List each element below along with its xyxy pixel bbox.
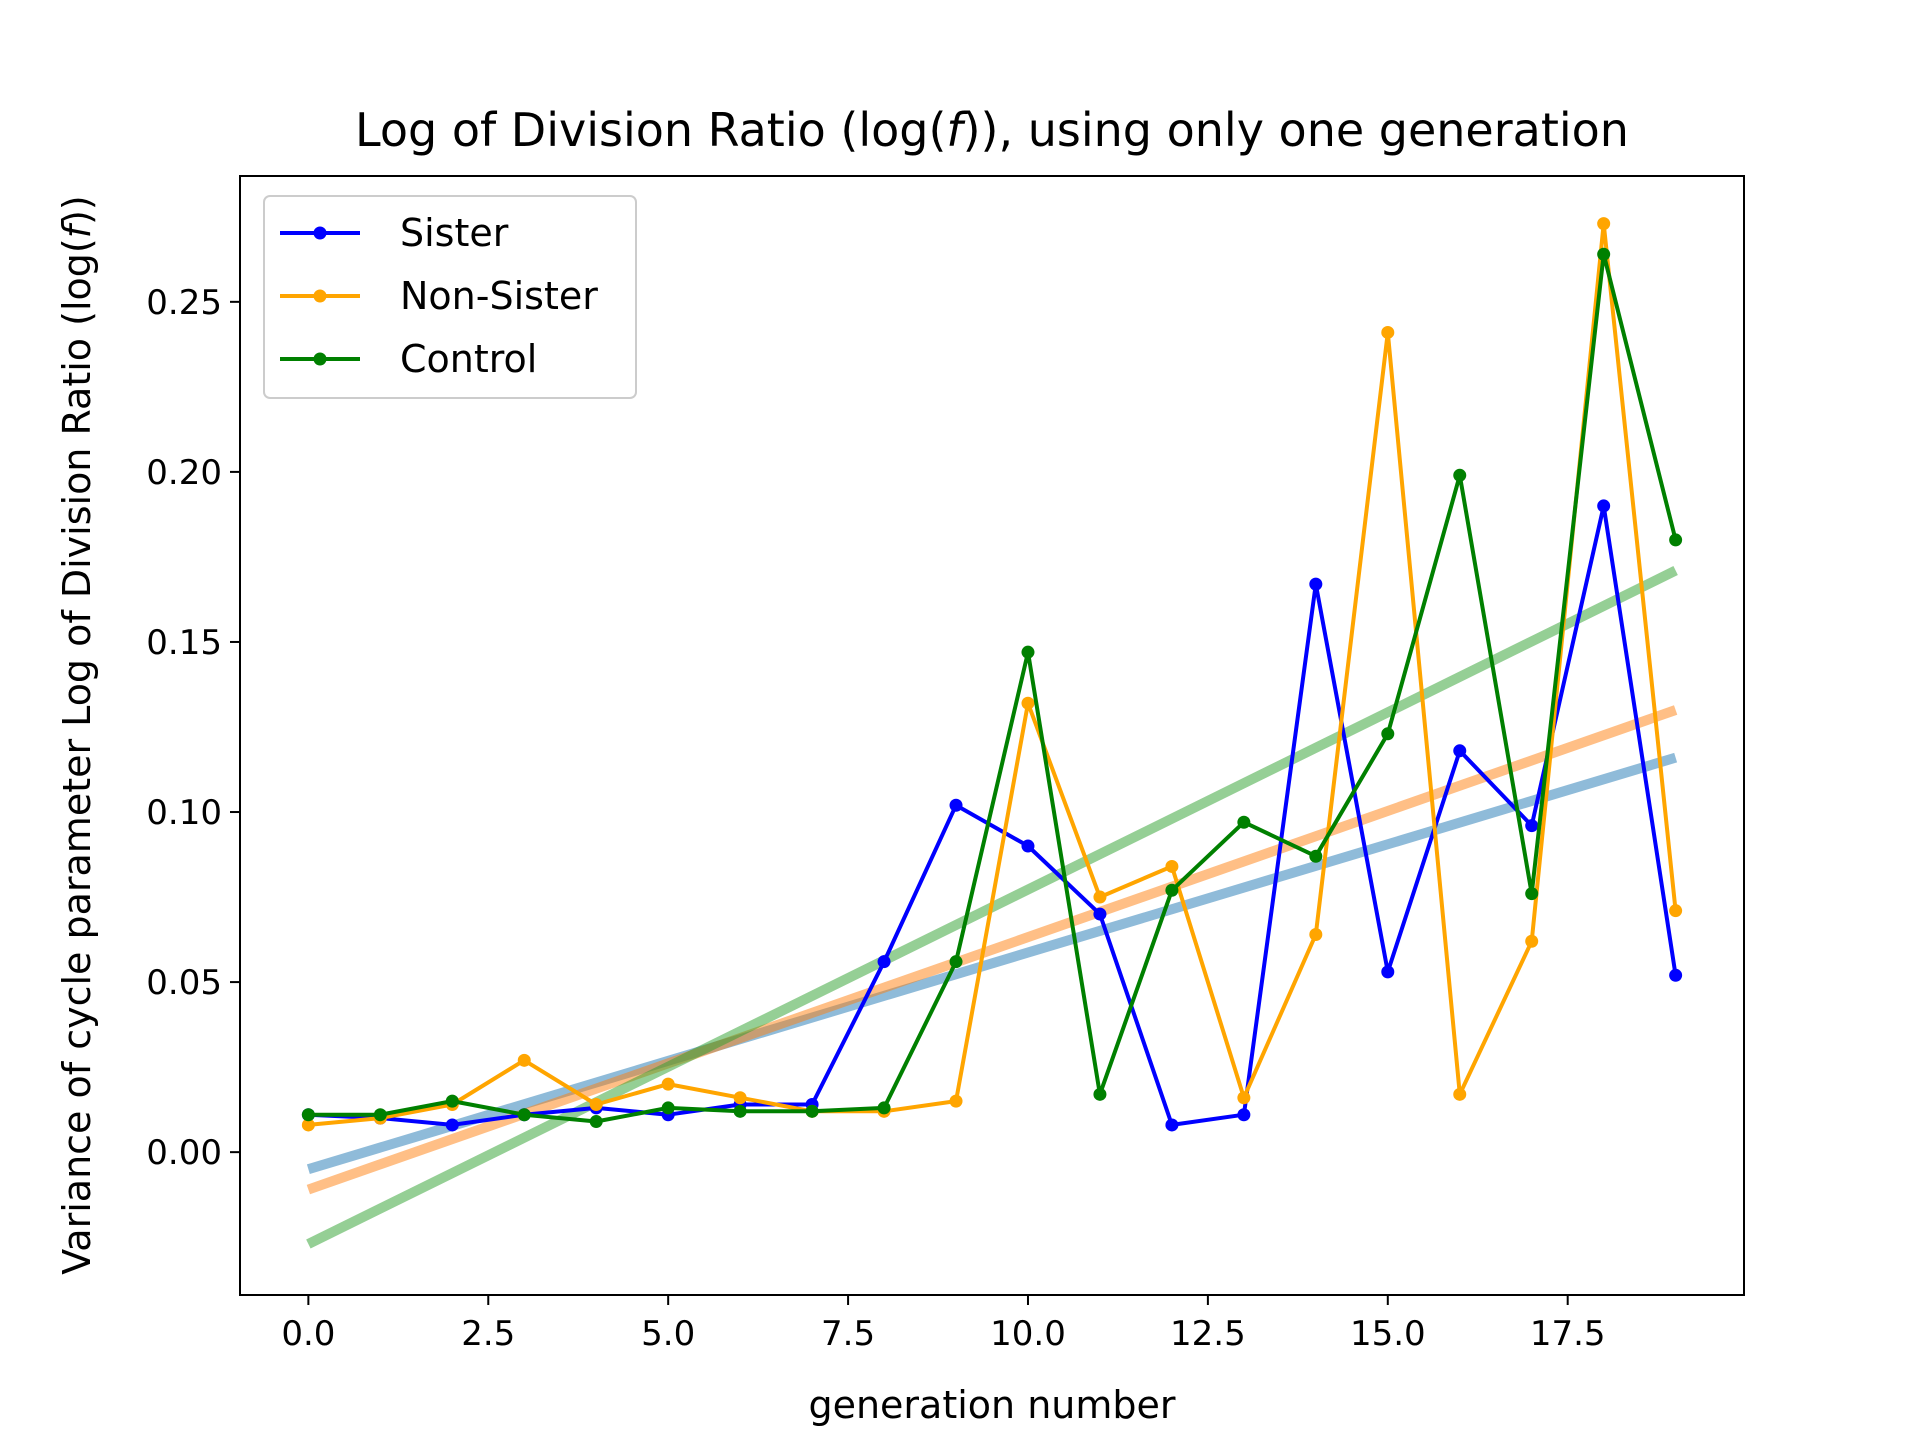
- data-point-non-sister: [1453, 1087, 1467, 1101]
- data-point-non-sister: [1093, 890, 1107, 904]
- x-tick-label: 12.5: [1170, 1314, 1246, 1354]
- data-point-control: [517, 1108, 531, 1122]
- data-point-non-sister: [301, 1118, 315, 1132]
- data-point-control: [1597, 247, 1611, 261]
- axis-ticks: 0.0 2.5 5.0 7.5 10.0 12.5 15.0 17.5 0.00 0.05 0.10…: [146, 283, 1605, 1354]
- data-point-control: [949, 955, 963, 969]
- legend-swatch-marker: [313, 226, 327, 240]
- data-point-sister: [1669, 968, 1683, 982]
- data-point-non-sister: [661, 1077, 675, 1091]
- y-tick-label: 0.10: [146, 793, 222, 833]
- data-point-sister: [1165, 1118, 1179, 1132]
- data-point-sister: [1021, 839, 1035, 853]
- data-point-control: [733, 1104, 747, 1118]
- data-point-sister: [1381, 965, 1395, 979]
- data-point-control: [1021, 645, 1035, 659]
- y-tick-label: 0.20: [146, 453, 222, 493]
- data-point-non-sister: [1165, 859, 1179, 873]
- series-line-control: [308, 252, 1678, 1124]
- data-point-control: [877, 1101, 891, 1115]
- data-point-non-sister: [1525, 934, 1539, 948]
- x-tick-label: 15.0: [1350, 1314, 1426, 1354]
- data-point-sister: [1309, 577, 1323, 591]
- data-point-control: [805, 1104, 819, 1118]
- data-point-control: [1093, 1087, 1107, 1101]
- data-point-control: [301, 1108, 315, 1122]
- series-line-sister: [308, 503, 1678, 1127]
- data-series: [301, 217, 1683, 1132]
- data-point-non-sister: [1381, 325, 1395, 339]
- data-point-control: [1525, 887, 1539, 901]
- data-point-non-sister: [517, 1053, 531, 1067]
- x-axis-label: generation number: [808, 1383, 1175, 1427]
- x-tick-label: 17.5: [1530, 1314, 1606, 1354]
- data-point-control: [1165, 883, 1179, 897]
- y-axis-label: Variance of cycle parameter Log of Divis…: [55, 195, 99, 1274]
- data-point-sister: [877, 955, 891, 969]
- legend: Sister Non-Sister Control: [263, 195, 637, 399]
- series-line-non-sister: [308, 221, 1678, 1127]
- data-point-sister: [949, 798, 963, 812]
- plot-frame: [239, 175, 1745, 1296]
- y-tick-label: 0.15: [146, 623, 222, 663]
- legend-label: Control: [400, 337, 537, 381]
- data-point-control: [1237, 815, 1251, 829]
- y-tick-label: 0.25: [146, 283, 222, 323]
- legend-swatch-marker: [313, 289, 327, 303]
- data-point-control: [1309, 849, 1323, 863]
- legend-label: Non-Sister: [400, 274, 598, 318]
- data-point-non-sister: [1597, 217, 1611, 231]
- legend-box: [263, 195, 637, 399]
- x-tick-label: 7.5: [821, 1314, 875, 1354]
- data-point-sister: [1597, 499, 1611, 513]
- x-tick-label: 2.5: [461, 1314, 515, 1354]
- x-tick-label: 10.0: [990, 1314, 1066, 1354]
- data-point-control: [661, 1101, 675, 1115]
- data-point-non-sister: [949, 1094, 963, 1108]
- data-point-control: [373, 1108, 387, 1122]
- data-point-sister: [445, 1118, 459, 1132]
- data-point-sister: [1237, 1108, 1251, 1122]
- data-point-non-sister: [1309, 927, 1323, 941]
- x-tick-label: 0.0: [281, 1314, 335, 1354]
- data-point-control: [445, 1094, 459, 1108]
- legend-label: Sister: [400, 211, 509, 255]
- data-point-sister: [1093, 907, 1107, 921]
- data-point-sister: [1453, 744, 1467, 758]
- chart-title: Log of Division Ratio (log(f)), using on…: [355, 103, 1629, 157]
- y-tick-label: 0.05: [146, 963, 222, 1003]
- data-point-non-sister: [589, 1098, 603, 1112]
- data-point-non-sister: [1237, 1091, 1251, 1105]
- data-point-control: [1381, 727, 1395, 741]
- data-point-non-sister: [1669, 904, 1683, 918]
- legend-swatch-marker: [313, 352, 327, 366]
- x-tick-label: 5.0: [641, 1314, 695, 1354]
- y-tick-label: 0.00: [146, 1133, 222, 1173]
- data-point-control: [1453, 468, 1467, 482]
- data-point-non-sister: [1021, 696, 1035, 710]
- data-point-control: [1669, 533, 1683, 547]
- data-point-control: [589, 1115, 603, 1129]
- data-point-non-sister: [733, 1091, 747, 1105]
- data-point-sister: [1525, 819, 1539, 833]
- trend-line-sister: [306, 752, 1678, 1174]
